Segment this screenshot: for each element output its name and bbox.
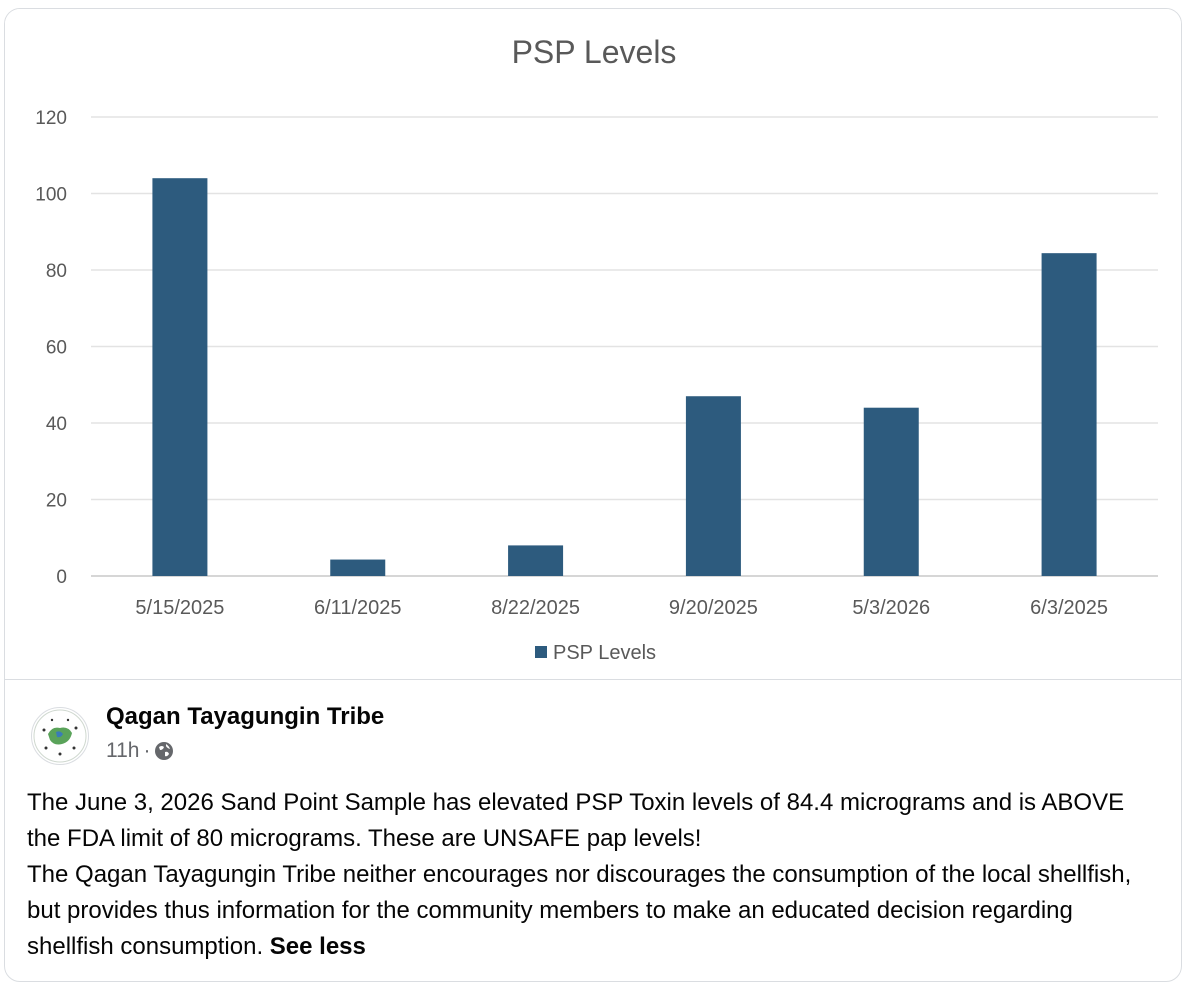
bar (152, 178, 208, 576)
post-card: PSP Levels 0 20 40 60 80 100 120 5/15/2025 6/11… (4, 8, 1182, 982)
x-tick-label: 8/22/2025 (491, 597, 580, 619)
globe-icon[interactable] (154, 741, 174, 761)
y-tick-label: 120 (35, 108, 67, 129)
meta-separator: · (143, 739, 151, 762)
post-paragraph-1: The June 3, 2026 Sand Point Sample has e… (27, 789, 1125, 852)
y-tick-label: 40 (46, 414, 67, 435)
y-tick-label: 0 (56, 567, 67, 588)
y-tick-label: 80 (46, 261, 67, 282)
avatar[interactable] (31, 707, 89, 765)
y-tick-label: 100 (35, 185, 67, 206)
post-image-chart[interactable]: PSP Levels 0 20 40 60 80 100 120 5/15/2025 6/11… (5, 9, 1181, 680)
y-tick-label: 60 (46, 338, 67, 359)
legend-label: PSP Levels (553, 642, 656, 664)
bar (1041, 253, 1097, 577)
post-time[interactable]: 11h (106, 739, 140, 762)
bar (508, 545, 564, 576)
psp-bar-chart: PSP Levels 0 20 40 60 80 100 120 5/15/2025 6/11… (35, 34, 1158, 664)
see-less-link[interactable]: See less (269, 933, 366, 960)
x-tick-label: 9/20/2025 (669, 597, 758, 619)
bar (685, 396, 741, 576)
x-tick-label: 5/3/2026 (852, 597, 930, 619)
bar (863, 407, 919, 576)
legend-swatch (535, 646, 547, 658)
post-meta: 11h · (106, 739, 174, 763)
post-paragraph-2-text: The Qagan Tayagungin Tribe neither encou… (27, 861, 1132, 960)
tribe-logo-icon (33, 709, 87, 763)
x-tick-label: 6/3/2025 (1030, 597, 1108, 619)
author-name[interactable]: Qagan Tayagungin Tribe (106, 703, 385, 730)
x-tick-label: 6/11/2025 (314, 597, 402, 619)
y-tick-label: 20 (46, 491, 67, 512)
post-text: The June 3, 2026 Sand Point Sample has e… (27, 785, 1157, 965)
x-tick-label: 5/15/2025 (135, 597, 224, 619)
bar (330, 559, 386, 576)
chart-title: PSP Levels (512, 34, 677, 70)
post-paragraph-2: The Qagan Tayagungin Tribe neither encou… (27, 857, 1157, 965)
post-header: Qagan Tayagungin Tribe 11h · (31, 703, 631, 767)
